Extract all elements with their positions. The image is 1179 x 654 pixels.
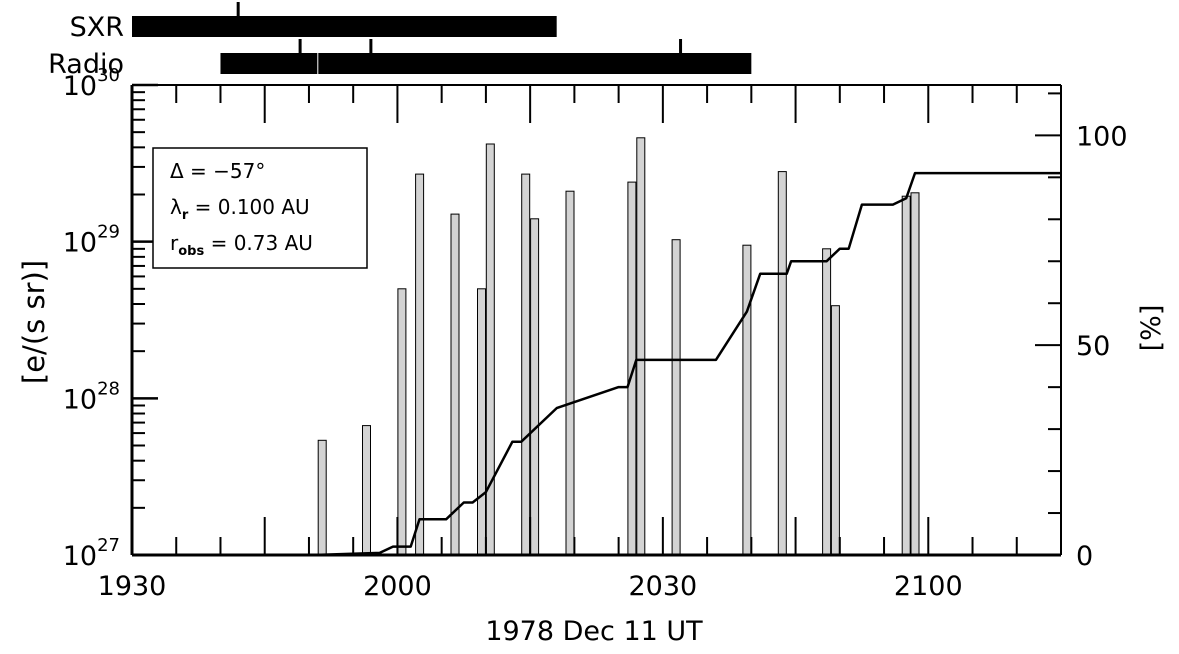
line-layer — [304, 171, 1061, 557]
bars-layer — [317, 137, 920, 556]
timeline-layer: SXR Radio — [48, 2, 752, 80]
bar — [521, 173, 531, 556]
y-tick-label: 1029 — [63, 222, 120, 259]
bar — [415, 173, 425, 556]
bar — [636, 137, 646, 556]
x-tick-label: 1930 — [98, 571, 167, 602]
x-tick-label: 2000 — [363, 571, 432, 602]
bar — [477, 288, 486, 556]
axes-layer: 1930 2000 2030 2100 1027 1028 1029 1030 0 50 100 — [63, 65, 1128, 602]
cumulative-line — [304, 171, 1061, 557]
bar — [910, 192, 920, 556]
annotation-box: Δ = −57° λr = 0.100 AU robs = 0.73 AU — [152, 147, 368, 269]
timeline-label: Radio — [48, 49, 124, 80]
bar — [830, 305, 840, 556]
timeline-label: SXR — [70, 12, 124, 43]
bar — [822, 248, 832, 556]
x-tick-label: 2100 — [894, 571, 963, 602]
y-tick-label: 1028 — [63, 378, 120, 415]
bar — [742, 244, 752, 556]
y-right-tick-label: 0 — [1076, 541, 1093, 572]
bar — [530, 218, 540, 556]
x-axis-label: 1978 Dec 11 UT — [485, 616, 703, 647]
bar — [450, 213, 460, 556]
bar — [362, 425, 371, 556]
bar — [777, 171, 787, 556]
annotation-delta: Δ = −57° — [170, 159, 265, 183]
y-tick-label: 1030 — [63, 65, 120, 102]
y-tick-label: 1027 — [63, 535, 120, 572]
annotation-robs: robs = 0.73 AU — [170, 231, 313, 259]
bar — [397, 288, 407, 556]
y-axis-right-label: [%] — [1136, 305, 1167, 352]
timeline-bar — [132, 16, 557, 37]
x-tick-label: 2030 — [628, 571, 697, 602]
annotation-lambda: λr = 0.100 AU — [170, 195, 310, 223]
bar — [901, 195, 911, 556]
bar — [485, 143, 495, 556]
y-axis-left-label: [e/(s sr)] — [17, 260, 51, 384]
y-right-tick-label: 50 — [1076, 331, 1110, 362]
annotation-frame — [152, 147, 368, 269]
y-right-tick-label: 100 — [1076, 121, 1128, 152]
bar — [565, 190, 575, 556]
bar — [317, 439, 327, 556]
timeline-bar — [220, 53, 752, 74]
bar — [671, 239, 681, 556]
